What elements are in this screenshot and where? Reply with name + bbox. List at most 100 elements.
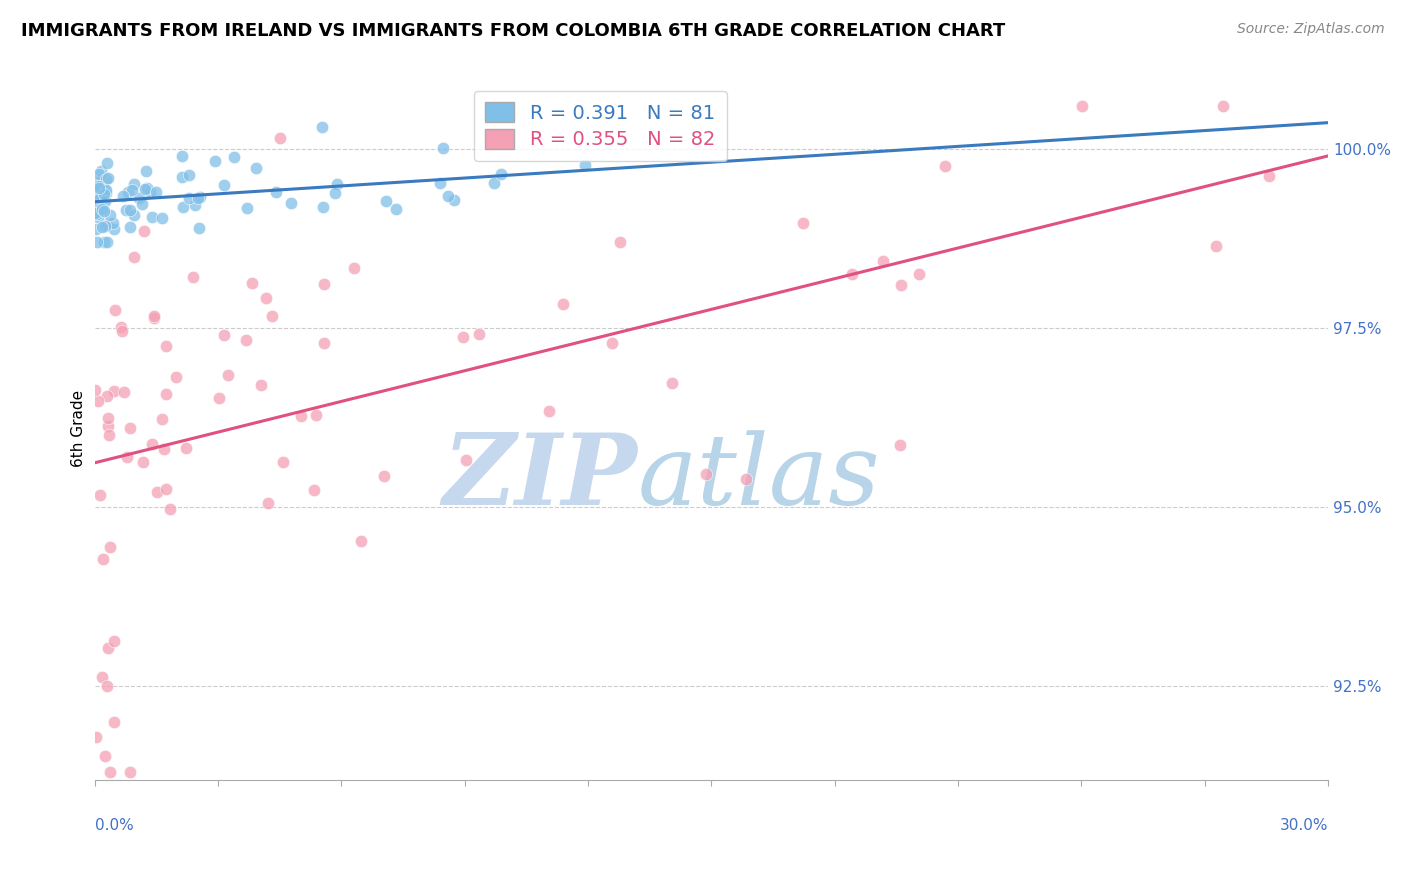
Point: [257, 496, 280, 510]
Point: [451, 330, 474, 344]
Point: [122, 177, 145, 191]
Point: [84, 191, 107, 205]
Point: [111, 189, 134, 203]
Point: [177, 169, 200, 183]
Point: [89, 167, 111, 181]
Point: [245, 161, 267, 175]
Point: [280, 196, 302, 211]
Point: [96, 235, 118, 250]
Point: [94, 172, 117, 186]
Point: [131, 196, 153, 211]
Point: [143, 310, 166, 325]
Point: [112, 384, 135, 399]
Point: [135, 164, 157, 178]
Point: [323, 186, 346, 200]
Point: [89, 191, 111, 205]
Point: [235, 333, 257, 347]
Legend: R = 0.391   N = 81, R = 0.355   N = 82: R = 0.391 N = 81, R = 0.355 N = 82: [474, 91, 727, 161]
Point: [890, 278, 912, 293]
Text: 30.0%: 30.0%: [1279, 818, 1329, 833]
Point: [271, 455, 294, 469]
Point: [311, 120, 333, 135]
Point: [188, 220, 211, 235]
Point: [734, 472, 756, 486]
Point: [91, 202, 114, 216]
Point: [89, 182, 111, 196]
Point: [84, 198, 107, 212]
Point: [150, 412, 173, 426]
Point: [602, 335, 624, 350]
Point: [132, 224, 155, 238]
Point: [91, 552, 114, 566]
Point: [98, 764, 121, 779]
Point: [93, 182, 115, 196]
Point: [84, 730, 107, 744]
Point: [91, 670, 114, 684]
Point: [141, 210, 163, 224]
Point: [84, 383, 107, 397]
Point: [177, 191, 200, 205]
Point: [214, 178, 236, 192]
Point: [103, 303, 125, 318]
Point: [145, 186, 167, 200]
Point: [120, 421, 142, 435]
Point: [128, 191, 150, 205]
Point: [165, 369, 187, 384]
Point: [131, 455, 153, 469]
Point: [170, 149, 193, 163]
Point: [841, 268, 863, 282]
Point: [181, 270, 204, 285]
Point: [94, 194, 117, 208]
Point: [103, 633, 125, 648]
Point: [538, 404, 561, 418]
Point: [159, 502, 181, 516]
Point: [93, 204, 115, 219]
Point: [172, 200, 194, 214]
Point: [90, 164, 112, 178]
Point: [934, 159, 956, 173]
Point: [373, 468, 395, 483]
Point: [872, 253, 894, 268]
Text: ZIP: ZIP: [443, 429, 637, 526]
Point: [90, 188, 112, 202]
Point: [86, 206, 108, 220]
Point: [302, 483, 325, 497]
Point: [155, 386, 177, 401]
Point: [236, 201, 259, 215]
Y-axis label: 6th Grade: 6th Grade: [72, 390, 86, 467]
Point: [482, 176, 505, 190]
Point: [174, 441, 197, 455]
Point: [262, 309, 284, 323]
Point: [437, 189, 460, 203]
Point: [1071, 99, 1094, 113]
Point: [87, 175, 110, 189]
Text: Source: ZipAtlas.com: Source: ZipAtlas.com: [1237, 22, 1385, 37]
Point: [87, 211, 110, 225]
Point: [115, 450, 138, 464]
Point: [152, 442, 174, 456]
Point: [188, 190, 211, 204]
Point: [375, 194, 398, 208]
Point: [121, 182, 143, 196]
Point: [343, 260, 366, 275]
Point: [240, 276, 263, 290]
Point: [96, 218, 118, 232]
Point: [609, 235, 631, 250]
Point: [141, 437, 163, 451]
Point: [90, 183, 112, 197]
Point: [97, 640, 120, 655]
Point: [143, 310, 166, 324]
Point: [661, 376, 683, 390]
Point: [264, 186, 287, 200]
Point: [326, 177, 349, 191]
Point: [89, 179, 111, 194]
Point: [103, 216, 125, 230]
Point: [93, 182, 115, 196]
Point: [312, 277, 335, 292]
Text: atlas: atlas: [637, 430, 880, 525]
Point: [110, 319, 132, 334]
Point: [103, 222, 125, 236]
Point: [155, 482, 177, 496]
Point: [97, 171, 120, 186]
Point: [792, 216, 814, 230]
